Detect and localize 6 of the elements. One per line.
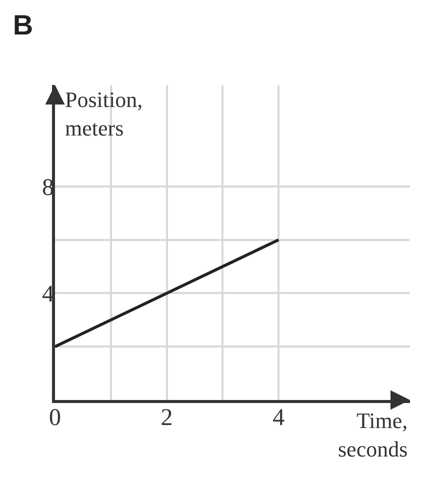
y-axis-title: Position, meters (65, 87, 143, 141)
x-axis-title: Time, seconds (338, 408, 408, 462)
x-tick-label: 0 (49, 405, 61, 431)
x-tick-label: 4 (272, 405, 285, 431)
x-tick-label: 2 (160, 405, 173, 431)
chart-title: B (12, 10, 34, 41)
